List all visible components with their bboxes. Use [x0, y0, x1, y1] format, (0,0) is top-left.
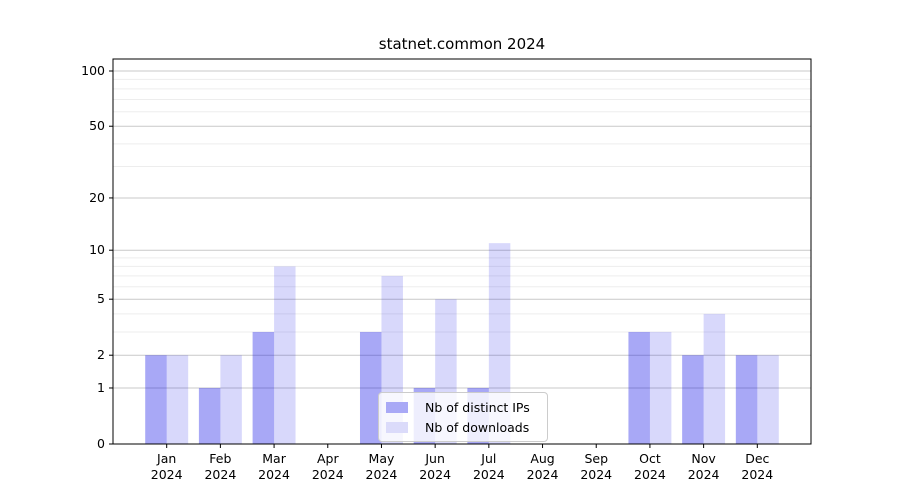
x-axis-tick-label-feb: Feb 2024: [180, 451, 260, 482]
year-label: 2024: [580, 466, 613, 482]
year-label: 2024: [634, 466, 666, 482]
month-label: Jan: [157, 451, 177, 466]
x-axis-tick-label-sep: Sep 2024: [556, 451, 636, 482]
legend-label-downloads: Nb of downloads: [425, 419, 530, 435]
x-axis-tick-label-apr: Apr 2024: [288, 451, 368, 482]
month-label: Aug: [530, 451, 555, 466]
year-label: 2024: [419, 466, 452, 482]
x-axis-tick-label-may: May 2024: [341, 451, 421, 482]
month-label: Sep: [584, 451, 608, 466]
year-label: 2024: [311, 466, 344, 482]
year-label: 2024: [741, 466, 774, 482]
month-label: Jun: [425, 451, 445, 466]
month-label: Dec: [745, 451, 770, 466]
x-axis-tick-label-jan: Jan 2024: [127, 451, 207, 482]
y-axis-tick-label: 100: [81, 63, 105, 78]
bar-downloads-jan: [166, 355, 189, 444]
y-axis-tick-label: 0: [97, 436, 105, 451]
bar-downloads-feb: [220, 355, 242, 444]
x-axis-tick-label-jun: Jun 2024: [395, 451, 475, 482]
bar-distinct-ips-may: [359, 331, 382, 444]
x-axis-tick-label-jul: Jul 2024: [449, 451, 529, 482]
bar-distinct-ips-mar: [252, 331, 275, 444]
year-label: 2024: [687, 466, 720, 482]
month-label: Feb: [209, 451, 232, 466]
bar-distinct-ips-feb: [198, 387, 221, 444]
legend-item-downloads: Nb of downloads: [386, 417, 547, 437]
legend-label-distinct-ips: Nb of distinct IPs: [425, 399, 530, 415]
bar-downloads-mar: [274, 266, 296, 444]
bar-downloads-nov: [703, 313, 726, 444]
month-label: May: [368, 451, 395, 466]
year-label: 2024: [258, 466, 290, 482]
month-label: Oct: [639, 451, 661, 466]
x-axis-tick-label-mar: Mar 2024: [234, 451, 314, 482]
year-label: 2024: [526, 466, 559, 482]
bar-downloads-oct: [649, 331, 672, 444]
legend: Nb of distinct IPs Nb of downloads: [378, 392, 548, 442]
x-axis-tick-label-dec: Dec 2024: [717, 451, 797, 482]
bar-distinct-ips-nov: [682, 355, 704, 444]
x-axis-tick-label-aug: Aug 2024: [503, 451, 583, 482]
month-label: Mar: [262, 451, 286, 466]
legend-item-distinct-ips: Nb of distinct IPs: [386, 397, 547, 417]
axes-spines: [112, 58, 812, 445]
x-axis-tick-label-nov: Nov 2024: [664, 451, 744, 482]
y-axis-tick-label: 2: [97, 347, 105, 363]
legend-swatch-downloads: [386, 421, 408, 433]
bar-distinct-ips-dec: [735, 355, 758, 444]
y-axis-tick-label: 50: [89, 118, 105, 134]
year-label: 2024: [150, 466, 183, 482]
y-axis-tick-label: 5: [97, 291, 105, 307]
bar-distinct-ips-jan: [145, 355, 167, 444]
chart-title: statnet.common 2024: [378, 35, 546, 53]
month-label: Nov: [691, 451, 716, 466]
year-label: 2024: [472, 466, 505, 482]
month-label: Jul: [481, 451, 497, 466]
y-axis-tick-label: 1: [97, 379, 105, 395]
year-label: 2024: [365, 466, 398, 482]
x-axis-tick-label-oct: Oct 2024: [610, 451, 690, 482]
legend-swatch-distinct-ips: [386, 401, 408, 413]
month-label: Apr: [316, 451, 339, 466]
bar-distinct-ips-oct: [628, 331, 650, 444]
y-axis-tick-label: 20: [89, 189, 105, 205]
y-axis-tick-label: 10: [89, 242, 105, 258]
bar-downloads-dec: [757, 355, 779, 444]
year-label: 2024: [204, 466, 237, 482]
